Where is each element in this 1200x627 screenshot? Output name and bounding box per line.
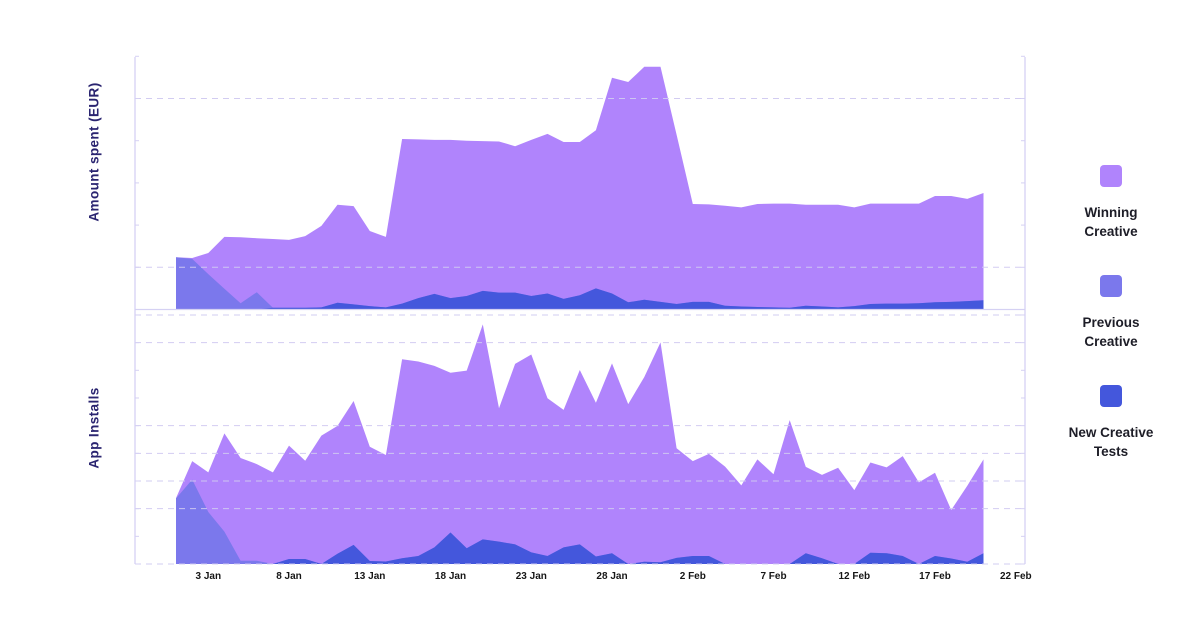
x-tick-label: 28 Jan [596, 571, 628, 582]
legend-item-winning-creative: Winning Creative [1046, 165, 1176, 241]
legend-label: Creative [1084, 224, 1138, 239]
new-creative-tests-area-amount-spent [176, 288, 984, 310]
x-tick-label: 18 Jan [434, 571, 467, 582]
y-axis-title-amount-spent: Amount spent (EUR) [86, 81, 101, 222]
legend-label: Tests [1093, 444, 1129, 459]
new-creative-tests-area-app-installs [176, 532, 984, 564]
legend-item-previous-creative: Previous Creative [1046, 275, 1176, 351]
x-tick-label: 23 Jan [515, 571, 547, 582]
legend-label: Creative [1084, 334, 1138, 349]
x-tick-label: 17 Feb [919, 571, 951, 582]
x-tick-label: 13 Jan [354, 571, 386, 582]
x-tick-label: 8 Jan [276, 571, 302, 582]
panel-amount-spent [135, 55, 1025, 311]
x-tick-label: 12 Feb [838, 571, 871, 582]
legend-label: New Creative [1068, 425, 1154, 440]
x-tick-label: 2 Feb [679, 571, 706, 582]
legend-label: Previous [1082, 315, 1140, 330]
y-axis-title-app-installs: App Installs [86, 386, 101, 469]
legend-item-new-creative-tests: New Creative Tests [1046, 385, 1176, 461]
x-tick-label: 7 Feb [760, 571, 787, 582]
winning-creative-area-app-installs [176, 324, 984, 564]
winning-creative-area-amount-spent [176, 66, 984, 310]
x-tick-label: 3 Jan [195, 571, 222, 582]
winning-creative-swatch-icon [1100, 165, 1122, 187]
new-creative-tests-swatch-icon [1100, 385, 1122, 407]
x-tick-label: 22 Feb [999, 571, 1032, 582]
panel-app-installs [135, 314, 1025, 565]
previous-creative-swatch-icon [1100, 275, 1122, 297]
legend-label: Winning [1084, 205, 1138, 220]
